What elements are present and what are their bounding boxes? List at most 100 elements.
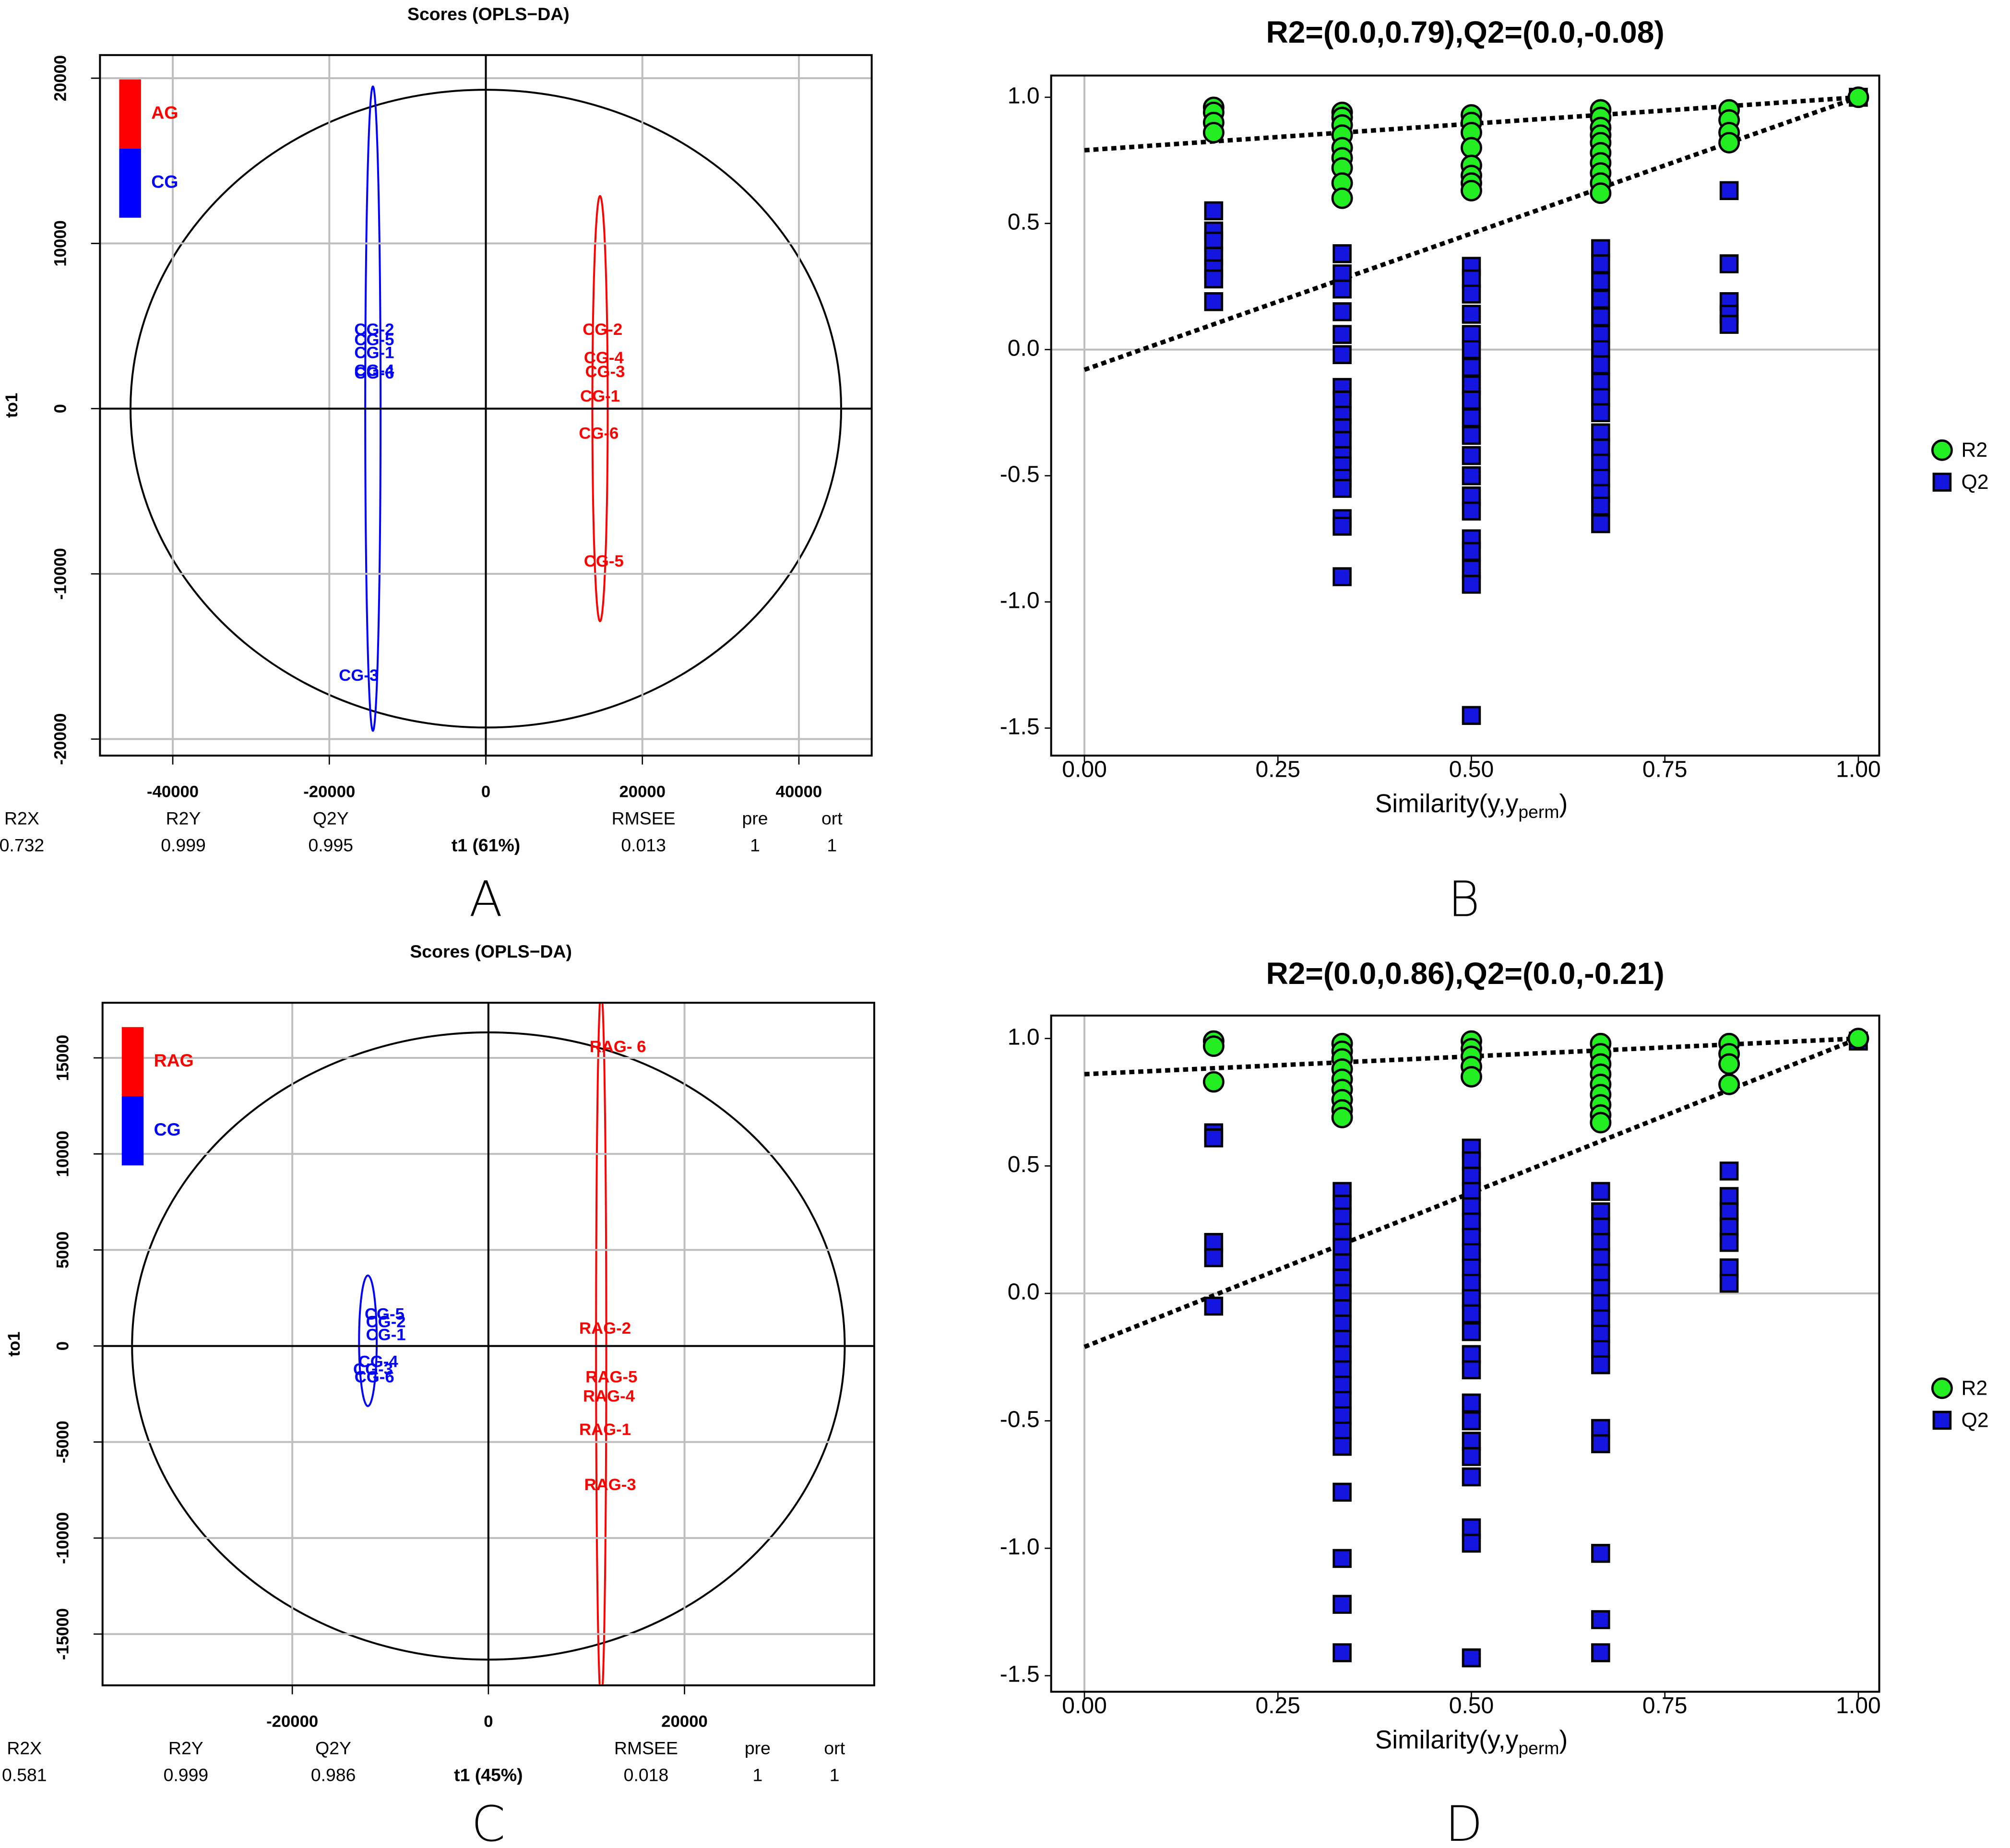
x-axis-label: t1 (45%) (454, 1765, 523, 1785)
x-tick-label: 0.75 (1642, 757, 1688, 782)
legend-label: CG (151, 172, 178, 192)
point-label: CG-6 (354, 364, 394, 382)
point (1332, 264, 1352, 284)
point (1204, 1128, 1224, 1148)
y-tick-label: 1.0 (1008, 1024, 1040, 1050)
point-label: CG-6 (579, 424, 618, 442)
point-label: CG-1 (580, 387, 620, 405)
point (1590, 1112, 1612, 1134)
y-tick-label: -10000 (51, 548, 70, 600)
stat-header: Q2Y (315, 1738, 351, 1758)
x-tick-label: 0.00 (1062, 1693, 1107, 1718)
x-tick-label: -20000 (266, 1713, 318, 1731)
panel: RAG- 6RAG-2RAG-5RAG-4RAG-1RAG-3CG-5CG-2C… (2, 941, 876, 1848)
point-label: CG-6 (355, 1368, 394, 1386)
point (1332, 1314, 1352, 1334)
legend-label: CG (154, 1119, 181, 1139)
point (1462, 1360, 1481, 1380)
legend-marker (1931, 439, 1953, 461)
point (1462, 408, 1481, 427)
point (1462, 340, 1481, 359)
panel-letter: B (1448, 871, 1480, 928)
panel-letter: D (1445, 1796, 1483, 1848)
point (1462, 1467, 1481, 1487)
point (1332, 1329, 1352, 1349)
legend-swatch (119, 148, 141, 218)
point (1462, 501, 1481, 521)
point-label: CG-3 (353, 1361, 393, 1379)
point (1719, 1161, 1739, 1181)
point (1332, 345, 1352, 364)
point (1591, 1643, 1610, 1662)
y-tick-label: 0.0 (1008, 335, 1040, 361)
point (1462, 559, 1481, 579)
x-axis-label: Similarity(y,yperm) (1375, 790, 1568, 822)
point (1462, 1258, 1481, 1278)
point (1462, 357, 1481, 377)
y-tick-label: 10000 (54, 1131, 72, 1177)
point (1332, 302, 1352, 321)
point (1847, 86, 1869, 108)
y-tick-label: -0.5 (1000, 461, 1040, 487)
point (1462, 1432, 1481, 1451)
point (1202, 1071, 1225, 1093)
point-label: CG-4 (358, 1353, 399, 1371)
point (1331, 187, 1353, 209)
stat-header: pre (742, 808, 768, 828)
stat-header: R2Y (168, 1738, 203, 1758)
point (1462, 1447, 1481, 1466)
point (1461, 137, 1482, 159)
point (1591, 438, 1610, 458)
x-tick-label: 0.00 (1062, 757, 1107, 782)
x-axis-label-sub: perm (1518, 1738, 1559, 1758)
legend-label: AG (151, 102, 178, 122)
x-tick-label: 0.25 (1255, 757, 1300, 782)
panel: CG-2CG-4CG-3CG-1CG-6CG-5CG-2CG-5CG-1CG-4… (0, 4, 873, 928)
point-label: RAG-2 (579, 1319, 631, 1338)
stat-value: 0.995 (308, 835, 353, 855)
y-tick-label: -5000 (54, 1421, 72, 1463)
point (1591, 1232, 1610, 1252)
x-tick-label: 0.50 (1449, 1693, 1494, 1718)
point (1591, 254, 1610, 273)
point (1591, 307, 1610, 327)
point (1847, 1028, 1869, 1050)
point (1462, 1345, 1481, 1364)
chart-title: R2=(0.0,0.79),Q2=(0.0,-0.08) (1266, 15, 1664, 49)
point (1204, 231, 1224, 251)
legend-label: Q2 (1961, 1409, 1988, 1432)
point (1461, 179, 1482, 201)
x-axis-label: Similarity(y,yperm) (1375, 1726, 1568, 1758)
x-axis-label-sub: perm (1518, 802, 1559, 822)
point (1204, 1248, 1224, 1268)
y-tick-label: -20000 (51, 713, 70, 765)
point (1591, 1434, 1610, 1454)
point (1204, 201, 1224, 221)
stat-value: 0.581 (2, 1765, 47, 1785)
point (1332, 431, 1352, 450)
point (1591, 514, 1610, 533)
point (1332, 1253, 1352, 1272)
stat-header: ort (821, 808, 843, 828)
point (1719, 1232, 1739, 1252)
point (1591, 1202, 1610, 1221)
y-axis-label: to1 (3, 393, 21, 418)
point-label: RAG-3 (584, 1476, 636, 1494)
x-tick-label: 0 (481, 783, 490, 801)
point-label: CG-4 (584, 349, 624, 367)
point (1332, 391, 1352, 410)
point (1719, 1202, 1739, 1221)
legend-label: R2 (1961, 1377, 1987, 1400)
point (1462, 1533, 1481, 1553)
point-label: RAG- 6 (590, 1038, 646, 1056)
y-tick-label: -1.0 (1000, 1534, 1040, 1560)
point (1590, 182, 1612, 204)
point (1332, 479, 1352, 498)
stat-value: 1 (752, 1765, 762, 1785)
plot-area: CG-2CG-4CG-3CG-1CG-6CG-5CG-2CG-5CG-1CG-4… (129, 85, 843, 732)
point (1332, 1222, 1352, 1242)
stat-value: 0.986 (311, 1765, 356, 1785)
point-label: CG-3 (585, 363, 625, 381)
point (1202, 121, 1225, 143)
